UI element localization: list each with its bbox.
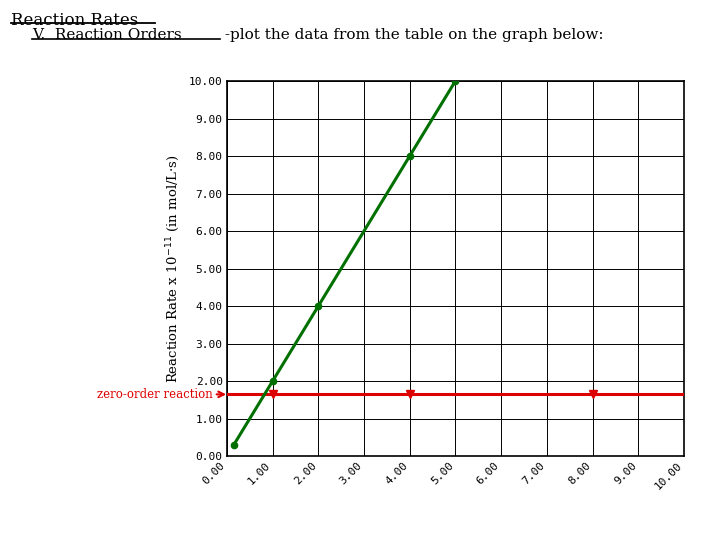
Text: V.  Reaction Orders: V. Reaction Orders	[32, 28, 182, 42]
Y-axis label: Reaction Rate x 10$^{-11}$ (in mol/L·s): Reaction Rate x 10$^{-11}$ (in mol/L·s)	[164, 154, 182, 383]
Text: -plot the data from the table on the graph below:: -plot the data from the table on the gra…	[220, 28, 603, 42]
Text: zero-order reaction: zero-order reaction	[96, 388, 212, 401]
Text: Reaction Rates: Reaction Rates	[11, 12, 138, 29]
